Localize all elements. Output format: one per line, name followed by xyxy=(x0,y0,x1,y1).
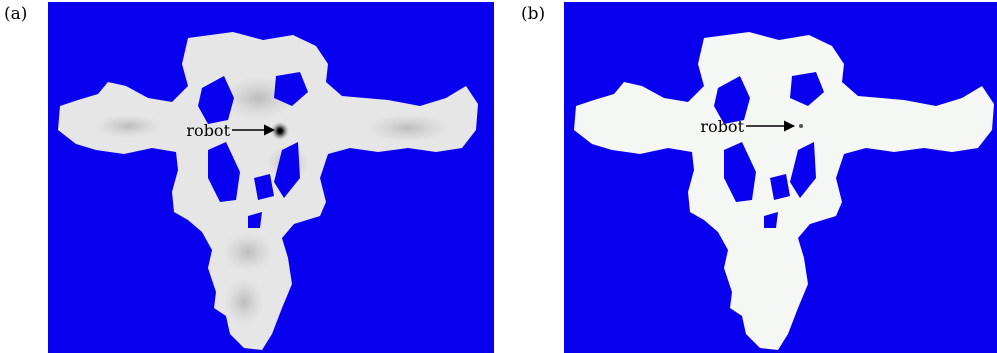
obstacle-island xyxy=(714,76,750,124)
obstacle-island xyxy=(274,142,300,198)
robot-marker xyxy=(277,128,283,134)
shading xyxy=(222,232,274,272)
robot-label-a: robot xyxy=(186,121,230,140)
shading xyxy=(224,278,264,326)
robot-label-b: robot xyxy=(700,117,744,136)
obstacle-island xyxy=(770,174,790,200)
shading xyxy=(366,114,450,142)
obstacle-island xyxy=(790,142,816,198)
obstacle-island xyxy=(274,72,308,106)
map-panel-b: robot xyxy=(564,2,997,353)
obstacle-island xyxy=(764,212,778,228)
robot-marker xyxy=(799,124,803,128)
shading xyxy=(94,114,162,138)
panel-label-a: (a) xyxy=(4,4,28,24)
map-panel-a: robot xyxy=(48,2,494,353)
panel-label-b: (b) xyxy=(521,4,546,24)
obstacle-island xyxy=(248,212,262,228)
obstacle-island xyxy=(198,76,234,124)
obstacle-island xyxy=(208,142,240,202)
obstacle-island xyxy=(724,142,756,202)
obstacle-island xyxy=(790,72,824,106)
obstacle-island xyxy=(254,174,274,200)
